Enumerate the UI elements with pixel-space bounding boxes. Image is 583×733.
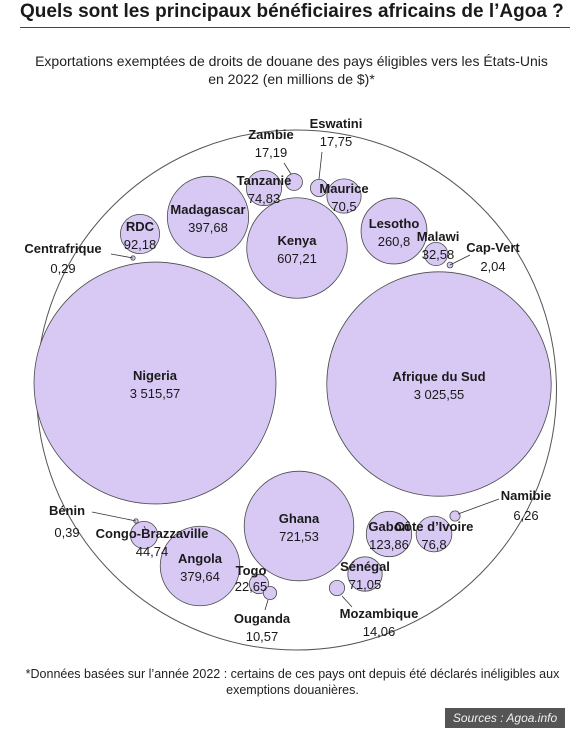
bubble-zambie: [285, 173, 303, 191]
bubble-angola: [159, 525, 241, 607]
bubble-value-ouganda: 10,57: [246, 629, 279, 644]
bubble-value-eswatini: 17,75: [320, 134, 353, 149]
bubble-name-maurice: Maurice: [319, 181, 368, 196]
leader-line-namibie: [457, 498, 500, 515]
bubble-name-cap-vert: Cap-Vert: [466, 240, 520, 255]
bubble-name-eswatini: Eswatini: [310, 116, 363, 131]
bubble-tanzanie: [245, 169, 283, 207]
bubble-name-senegal: Sénégal: [340, 559, 390, 574]
bubble-name-kenya: Kenya: [277, 233, 317, 248]
bubble-value-malawi: 32,58: [422, 247, 455, 262]
bubble-value-cote-d-ivoire: 76,8: [421, 537, 446, 552]
bubble-mozambique: [328, 579, 346, 597]
bubble-name-ghana: Ghana: [279, 511, 320, 526]
bubble-eswatini: [310, 179, 328, 197]
leader-line-eswatini: [318, 151, 323, 180]
bubble-value-afrique-du-sud: 3 025,55: [414, 387, 465, 402]
bubble-name-benin: Bénin: [49, 503, 85, 518]
bubble-value-rdc: 92,18: [124, 237, 157, 252]
bubble-value-ghana: 721,53: [279, 529, 319, 544]
leader-line-congo-brazzaville: [143, 525, 147, 531]
bubble-value-tanzanie: 74,83: [248, 191, 281, 206]
bubble-value-senegal: 71,05: [349, 577, 382, 592]
bubble-kenya: [246, 197, 348, 299]
bubble-value-madagascar: 397,68: [188, 220, 228, 235]
bubble-value-cap-vert: 2,04: [480, 259, 505, 274]
title-divider: [20, 27, 570, 28]
labels-layer: Nigeria 3 515,57 Afrique du Sud 3 025,55 Gha…: [24, 116, 551, 644]
bubble-value-lesotho: 260,8: [378, 234, 411, 249]
bubble-name-lesotho: Lesotho: [369, 216, 420, 231]
footnote: *Données basées sur l’année 2022 : certa…: [25, 667, 560, 697]
bubble-name-angola: Angola: [178, 551, 223, 566]
bubble-congo-brazzaville: [129, 520, 159, 550]
bubble-value-zambie: 17,19: [255, 145, 288, 160]
bubble-name-malawi: Malawi: [417, 229, 460, 244]
bubble-name-madagascar: Madagascar: [170, 202, 245, 217]
leader-lines-layer: [91, 151, 500, 611]
bubble-gabon: [365, 510, 413, 558]
bubble-value-benin: 0,39: [54, 525, 79, 540]
bubble-ghana: [243, 470, 355, 582]
bubble-value-congo-brazzaville: 44,74: [136, 544, 169, 559]
bubble-name-namibie: Namibie: [501, 488, 552, 503]
bubble-name-togo: Togo: [236, 563, 267, 578]
bubble-name-ouganda: Ouganda: [234, 611, 291, 626]
bubble-name-mozambique: Mozambique: [340, 606, 419, 621]
bubble-value-togo: 22,65: [235, 579, 268, 594]
bubble-value-kenya: 607,21: [277, 251, 317, 266]
bubble-name-cote-d-ivoire: Côte d’Ivoire: [395, 519, 474, 534]
bubble-value-maurice: 70,5: [331, 199, 356, 214]
leader-line-ouganda: [264, 599, 269, 611]
bubble-name-gabon: Gabon: [368, 519, 409, 534]
bubble-value-mozambique: 14,06: [363, 624, 396, 639]
bubble-name-centrafrique: Centrafrique: [24, 241, 101, 256]
leader-line-cap-vert: [449, 254, 471, 266]
leader-line-zambie: [283, 162, 292, 175]
bubble-name-rdc: RDC: [126, 219, 155, 234]
bubble-value-nigeria: 3 515,57: [130, 386, 181, 401]
bubbles-layer: [33, 169, 552, 607]
bubble-rdc: [120, 214, 160, 254]
bubble-name-zambie: Zambie: [248, 127, 294, 142]
bubble-malawi: [423, 241, 449, 267]
bubble-ouganda: [262, 585, 278, 601]
sources-badge: Sources : Agoa.info: [445, 708, 565, 728]
bubble-nigeria: [33, 261, 277, 505]
bubble-maurice: [326, 178, 362, 214]
bubble-value-centrafrique: 0,29: [50, 261, 75, 276]
chart-title: Quels sont les principaux bénéficiaires …: [20, 1, 564, 22]
bubble-name-tanzanie: Tanzanie: [237, 173, 292, 188]
leader-line-benin: [91, 511, 137, 522]
bubble-namibie: [449, 510, 461, 522]
bubble-senegal: [347, 556, 383, 592]
chart-subtitle: Exportations exemptées de droits de doua…: [35, 53, 548, 87]
bubble-value-namibie: 6,26: [513, 508, 538, 523]
bubble-cote-d-ivoire: [415, 515, 453, 553]
leader-line-centrafrique: [110, 253, 134, 259]
bubble-name-afrique-du-sud: Afrique du Sud: [392, 369, 485, 384]
bubble-togo: [248, 573, 270, 595]
bubble-afrique-du-sud: [326, 271, 552, 497]
bubble-madagascar: [166, 175, 250, 259]
bubble-value-gabon: 123,86: [369, 537, 409, 552]
bubble-value-angola: 379,64: [180, 569, 220, 584]
bubble-name-congo-brazzaville: Congo-Brazzaville: [96, 526, 209, 541]
bubble-lesotho: [360, 197, 428, 265]
bubble-name-nigeria: Nigeria: [133, 368, 178, 383]
leader-line-mozambique: [341, 595, 353, 608]
